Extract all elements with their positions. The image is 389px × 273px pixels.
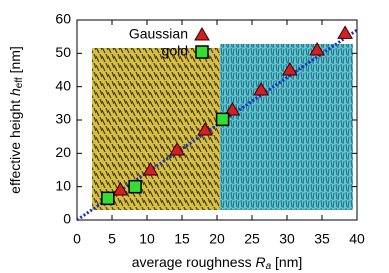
y-tick-label: 0: [63, 211, 71, 227]
legend-marker: [195, 45, 209, 59]
legend-label: gold: [162, 43, 188, 59]
x-tick-label: 10: [139, 231, 155, 247]
triangle-marker: [169, 142, 185, 156]
square-marker: [215, 112, 230, 127]
x-tick-label: 30: [279, 231, 295, 247]
y-tick-label: 10: [55, 177, 71, 193]
y-tick-label: 30: [55, 111, 71, 127]
y-tick-label: 50: [55, 44, 71, 60]
surface-image-gaussian: [92, 48, 220, 210]
triangle-marker: [337, 25, 353, 39]
legend-marker: [194, 27, 210, 41]
triangle-marker: [142, 162, 159, 176]
triangle-marker: [197, 122, 213, 136]
x-tick-label: 0: [73, 231, 81, 247]
triangle-marker: [281, 62, 298, 76]
x-tick-label: 5: [108, 231, 116, 247]
x-tick-label: 35: [314, 231, 330, 247]
square-marker: [101, 191, 115, 206]
x-tick-label: 40: [349, 231, 365, 247]
triangle-marker: [309, 42, 325, 56]
triangle-marker: [253, 82, 269, 96]
x-tick-label: 20: [209, 231, 225, 247]
y-tick-label: 60: [55, 11, 71, 27]
x-tick-label: 25: [244, 231, 260, 247]
triangle-marker: [224, 102, 241, 116]
y-tick-label: 40: [55, 77, 71, 93]
x-axis-label: average roughness Ra [nm]: [132, 254, 303, 272]
y-tick-label: 20: [55, 144, 71, 160]
legend-label: Gaussian: [129, 26, 188, 42]
x-tick-label: 15: [174, 231, 190, 247]
y-axis-label: effective height heff [nm]: [7, 46, 25, 194]
square-marker: [128, 179, 142, 194]
triangle-marker: [112, 182, 129, 196]
